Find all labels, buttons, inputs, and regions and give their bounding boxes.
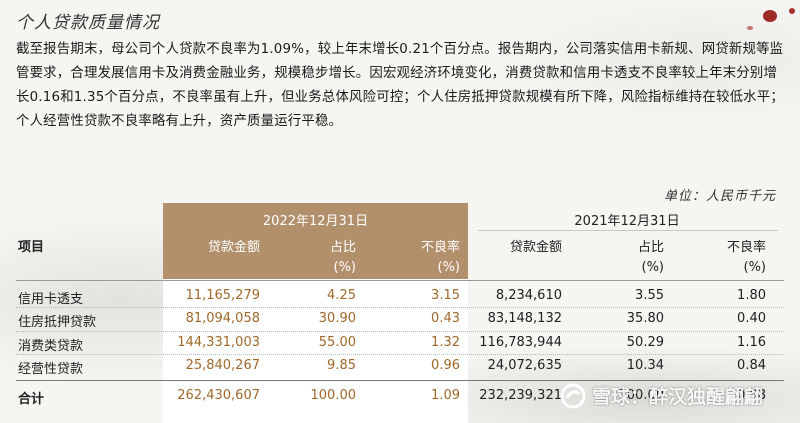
share-2021: 35.80: [626, 311, 664, 326]
npl-rate-2021: 0.84: [737, 358, 766, 373]
total-npl-2021: 0.88: [737, 388, 766, 403]
total-share-2021: 100.00: [618, 388, 665, 403]
npl-rate-2022: 1.32: [431, 335, 460, 350]
snowball-logo-icon: [560, 383, 586, 408]
total-amount-2021: 232,239,321: [479, 388, 562, 403]
npl-rate-2021: 1.80: [737, 288, 766, 303]
loan-amount-2022: 81,094,058: [185, 311, 260, 326]
npl-rate-2022: 0.43: [431, 311, 460, 326]
share-2021: 10.34: [626, 358, 664, 373]
column-header-npl-2021: 不良率: [726, 240, 766, 255]
column-header-amount-2022: 贷款金额: [207, 240, 260, 255]
row-label: 经营性贷款: [18, 362, 84, 377]
share-2022: 55.00: [318, 335, 356, 350]
loan-amount-2022: 25,840,267: [185, 358, 260, 373]
pct-unit-share-2021: (%): [641, 260, 665, 275]
period-2021-header: 2021年12月31日: [574, 214, 680, 229]
row-label: 住房抵押贷款: [18, 315, 97, 330]
total-amount-2022: 262,430,607: [177, 388, 260, 403]
period-2022-header: 2022年12月31日: [262, 214, 369, 229]
share-2022: 4.25: [327, 288, 356, 303]
npl-rate-2022: 0.96: [431, 358, 460, 373]
description-paragraph: 截至报告期末，母公司个人贷款不良率为1.09%，较上年末增长0.21个百分点。报…: [16, 42, 784, 129]
unit-label: 单位：人民币千元: [663, 189, 776, 204]
loan-amount-2022: 11,165,279: [185, 288, 260, 303]
total-npl-2022: 1.09: [431, 388, 460, 403]
row-label: 消费类贷款: [18, 339, 84, 354]
row-divider: [16, 307, 784, 308]
header-rule: [16, 280, 784, 281]
share-2021: 50.29: [626, 335, 664, 350]
header-band-2022: [163, 203, 468, 279]
column-header-item: 项目: [18, 240, 45, 255]
column-header-amount-2021: 贷款金额: [509, 240, 562, 255]
total-share-2022: 100.00: [310, 388, 357, 403]
loan-amount-2021: 8,234,610: [495, 288, 562, 303]
pct-unit-npl-2021: (%): [743, 260, 767, 275]
loan-amount-2021: 24,072,635: [487, 358, 562, 373]
row-label: 信用卡透支: [18, 292, 84, 307]
row-divider: [16, 331, 784, 332]
section-title: 个人贷款质量情况: [16, 13, 160, 33]
total-label: 合计: [18, 392, 45, 407]
share-2022: 30.90: [318, 311, 356, 326]
npl-rate-2022: 3.15: [431, 288, 460, 303]
row-divider: [16, 354, 784, 355]
column-header-share-2021: 占比: [637, 240, 664, 255]
column-header-npl-2022: 不良率: [420, 240, 460, 255]
pct-unit-npl-2022: (%): [437, 260, 461, 275]
share-2021: 3.55: [635, 288, 664, 303]
npl-rate-2021: 1.16: [737, 335, 766, 350]
period-2021-underline: [478, 230, 778, 231]
pct-unit-share-2022: (%): [333, 260, 357, 275]
loan-amount-2021: 83,148,132: [487, 311, 562, 326]
red-ink-splash: [747, 8, 795, 30]
npl-rate-2021: 0.40: [737, 311, 766, 326]
share-2022: 9.85: [327, 358, 356, 373]
total-rule: [16, 380, 784, 381]
loan-amount-2022: 144,331,003: [177, 335, 260, 350]
loan-amount-2021: 116,783,944: [479, 335, 562, 350]
column-header-share-2022: 占比: [329, 240, 356, 255]
